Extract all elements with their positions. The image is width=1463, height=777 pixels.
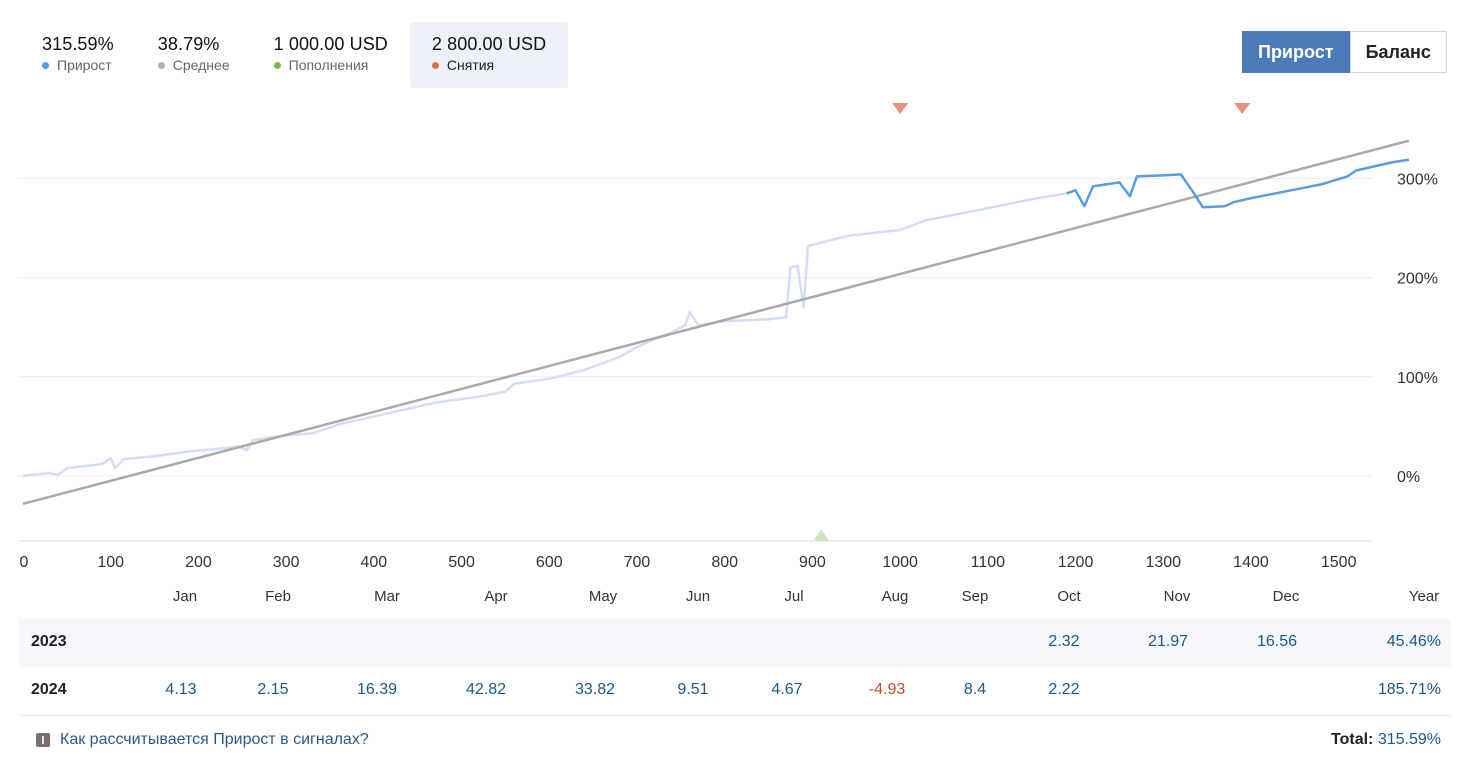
- y-tick-label: 200%: [1397, 271, 1438, 288]
- chart-mode-toggle: Прирост Баланс: [1242, 31, 1447, 73]
- row-total: 185.71%: [1377, 681, 1441, 698]
- y-tick-label: 0%: [1397, 469, 1420, 486]
- stat-growth-value: 315.59%: [42, 34, 114, 54]
- stat-growth[interactable]: 315.59% Прирост: [20, 22, 136, 88]
- cell-value[interactable]: -4.93: [868, 681, 906, 698]
- x-tick-label: 700: [624, 554, 651, 571]
- row-year: 2023: [31, 633, 67, 650]
- month-header-may: May: [588, 588, 618, 605]
- dot-icon: [273, 61, 281, 69]
- deposit-marker-icon: [813, 529, 830, 541]
- month-header-jun: Jun: [685, 588, 711, 605]
- growth-chart[interactable]: 0% 100% 200% 300% 0 100 200 300 400 500 600 700 800 9…: [0, 95, 1463, 585]
- stat-withdrawals-value: 2 800.00 USD: [431, 34, 547, 54]
- month-header-oct: Oct: [1057, 588, 1081, 605]
- row-total: 45.46%: [1386, 633, 1441, 650]
- month-header-aug: Aug: [881, 588, 909, 605]
- x-tick-label: 1000: [882, 554, 918, 571]
- cell-value[interactable]: 4.67: [771, 681, 803, 698]
- cell-value[interactable]: 42.82: [465, 681, 507, 698]
- x-tick-label: 0: [20, 554, 29, 571]
- x-tick-label: 500: [448, 554, 475, 571]
- total-label: Total:: [1331, 731, 1374, 748]
- growth-line-faded: [22, 192, 1068, 478]
- table-divider: [18, 715, 1451, 716]
- month-header-jul: Jul: [784, 588, 804, 605]
- average-line: [22, 139, 1410, 506]
- month-header-year: Year: [1408, 588, 1440, 605]
- cell-value[interactable]: 21.97: [1147, 633, 1189, 650]
- month-header-sep: Sep: [961, 588, 989, 605]
- x-tick-label: 800: [711, 554, 738, 571]
- cell-value[interactable]: 9.51: [677, 681, 709, 698]
- x-tick-label: 1100: [971, 554, 1006, 571]
- cell-value[interactable]: 16.56: [1256, 633, 1298, 650]
- stat-average-label: Среднее: [172, 57, 230, 73]
- stat-deposits-label: Пополнения: [288, 57, 369, 73]
- y-tick-label: 300%: [1397, 171, 1438, 188]
- cell-value[interactable]: 33.82: [574, 681, 616, 698]
- month-header-nov: Nov: [1163, 588, 1191, 605]
- table-row: 2024 4.13 2.15 16.39 42.82 33.82 9.51 4.…: [18, 667, 1451, 715]
- x-tick-label: 600: [536, 554, 563, 571]
- cell-value[interactable]: 2.22: [1048, 681, 1080, 698]
- month-header-mar: Mar: [374, 588, 400, 605]
- info-icon: [36, 733, 50, 747]
- x-tick-label: 1200: [1058, 554, 1094, 571]
- withdrawal-marker-icon: [1234, 103, 1251, 114]
- month-header-jan: Jan: [172, 588, 198, 605]
- cell-value[interactable]: 2.15: [257, 681, 289, 698]
- x-tick-label: 300: [273, 554, 300, 571]
- dot-icon: [157, 61, 165, 69]
- stat-deposits[interactable]: 1 000.00 USD Пополнения: [252, 22, 410, 88]
- total-value: 315.59%: [1377, 731, 1441, 748]
- stat-withdrawals-label: Снятия: [446, 57, 495, 73]
- month-header: Jan Feb Mar Apr May Jun Jul Aug Sep Oct …: [0, 588, 1463, 610]
- cell-value[interactable]: 8.4: [963, 681, 987, 698]
- x-tick-label: 900: [799, 554, 826, 571]
- x-tick-label: 400: [360, 554, 387, 571]
- cell-value[interactable]: 2.32: [1048, 633, 1080, 650]
- month-header-apr: Apr: [484, 588, 508, 605]
- stat-growth-label: Прирост: [57, 57, 112, 73]
- growth-info-link[interactable]: Как рассчитывается Прирост в сигналах?: [36, 731, 369, 749]
- dot-icon: [431, 61, 439, 69]
- dot-icon: [42, 61, 49, 69]
- stat-withdrawals[interactable]: 2 800.00 USD Снятия: [409, 22, 569, 88]
- month-header-feb: Feb: [265, 588, 291, 605]
- stat-average-value: 38.79%: [157, 34, 220, 54]
- growth-button[interactable]: Прирост: [1242, 31, 1350, 73]
- growth-info-link-text: Как рассчитывается Прирост в сигналах?: [60, 731, 369, 748]
- grand-total: Total: 315.59%: [1331, 731, 1441, 749]
- month-header-dec: Dec: [1272, 588, 1300, 605]
- row-year: 2024: [31, 681, 67, 698]
- growth-line: [1066, 158, 1410, 209]
- cell-value[interactable]: 16.39: [356, 681, 398, 698]
- stat-deposits-value: 1 000.00 USD: [273, 34, 388, 54]
- stats-bar: 315.59% Прирост 38.79% Среднее 1 000.00 …: [20, 22, 569, 88]
- x-tick-label: 1400: [1233, 554, 1269, 571]
- stat-average[interactable]: 38.79% Среднее: [136, 22, 252, 88]
- x-tick-label: 1300: [1145, 554, 1181, 571]
- balance-button[interactable]: Баланс: [1349, 31, 1447, 73]
- x-tick-label: 100: [97, 554, 124, 571]
- x-tick-label: 1500: [1321, 554, 1357, 571]
- cell-value[interactable]: 4.13: [165, 681, 197, 698]
- withdrawal-marker-icon: [892, 103, 909, 114]
- y-tick-label: 100%: [1397, 370, 1438, 387]
- x-tick-label: 200: [185, 554, 212, 571]
- table-row: 2023 2.32 21.97 16.56 45.46%: [18, 619, 1451, 667]
